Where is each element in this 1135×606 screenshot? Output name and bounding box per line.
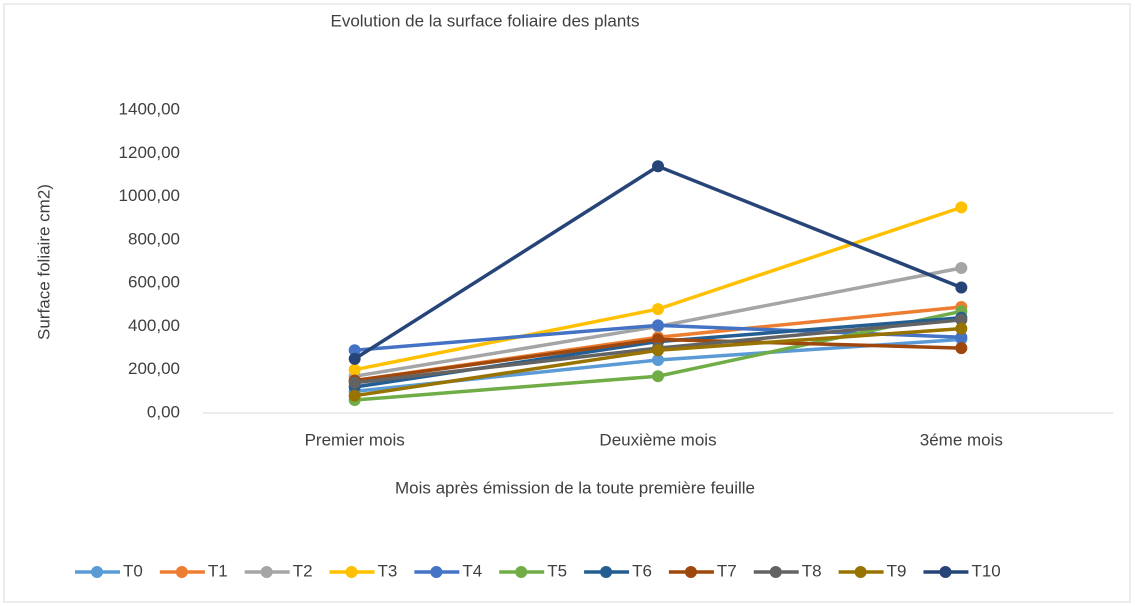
legend-label: T9: [887, 561, 907, 580]
y-tick-label: 1200,00: [119, 143, 180, 162]
y-tick-label: 200,00: [128, 359, 180, 378]
data-point: [652, 303, 664, 316]
legend-marker: [769, 566, 782, 578]
data-point: [955, 261, 968, 274]
y-tick-label: 800,00: [128, 229, 180, 248]
data-point: [652, 353, 664, 366]
y-tick-label: 0,00: [147, 402, 180, 421]
legend-marker: [600, 566, 613, 578]
data-point: [955, 322, 968, 335]
data-point: [348, 363, 361, 376]
legend-label: T10: [971, 561, 1000, 580]
data-point: [955, 331, 968, 344]
data-point: [955, 201, 968, 214]
data-point: [652, 160, 664, 173]
x-axis-title: Mois après émission de la toute première…: [395, 478, 755, 497]
legend-marker: [939, 566, 952, 578]
chart-title: Evolution de la surface foliaire des pla…: [330, 11, 639, 30]
x-tick-label: 3éme mois: [920, 430, 1003, 449]
legend-marker: [260, 566, 273, 578]
y-tick-label: 400,00: [128, 316, 180, 335]
legend-marker: [345, 566, 358, 578]
x-tick-label: Premier mois: [305, 430, 405, 449]
data-point: [348, 376, 361, 389]
legend-label: T5: [547, 561, 567, 580]
y-tick-label: 1000,00: [119, 186, 180, 205]
data-point: [652, 333, 664, 346]
y-tick-label: 600,00: [128, 273, 180, 292]
legend-marker: [175, 566, 188, 578]
legend-marker: [684, 566, 697, 578]
data-point: [955, 281, 968, 294]
x-tick-label: Deuxième mois: [599, 430, 716, 449]
legend-marker: [91, 566, 103, 578]
legend-label: T6: [632, 561, 652, 580]
legend-label: T1: [208, 561, 228, 580]
data-point: [348, 344, 361, 357]
y-tick-label: 1400,00: [119, 99, 180, 118]
chart-border: [3, 3, 1131, 603]
legend-label: T8: [802, 561, 822, 580]
legend-label: T0: [123, 561, 143, 580]
legend-label: T2: [293, 561, 313, 580]
data-point: [348, 389, 361, 402]
data-point: [652, 319, 664, 332]
legend-label: T4: [462, 561, 482, 580]
data-point: [348, 352, 361, 365]
data-point: [955, 342, 968, 355]
data-point: [652, 370, 664, 383]
legend-label: T3: [378, 561, 398, 580]
legend-label: T7: [717, 561, 737, 580]
legend-marker: [515, 566, 528, 578]
legend-marker: [854, 566, 867, 578]
y-axis-title: Surface foliaire cm2): [34, 184, 53, 340]
legend-marker: [430, 566, 443, 578]
data-point: [955, 313, 968, 326]
data-point: [652, 344, 664, 357]
